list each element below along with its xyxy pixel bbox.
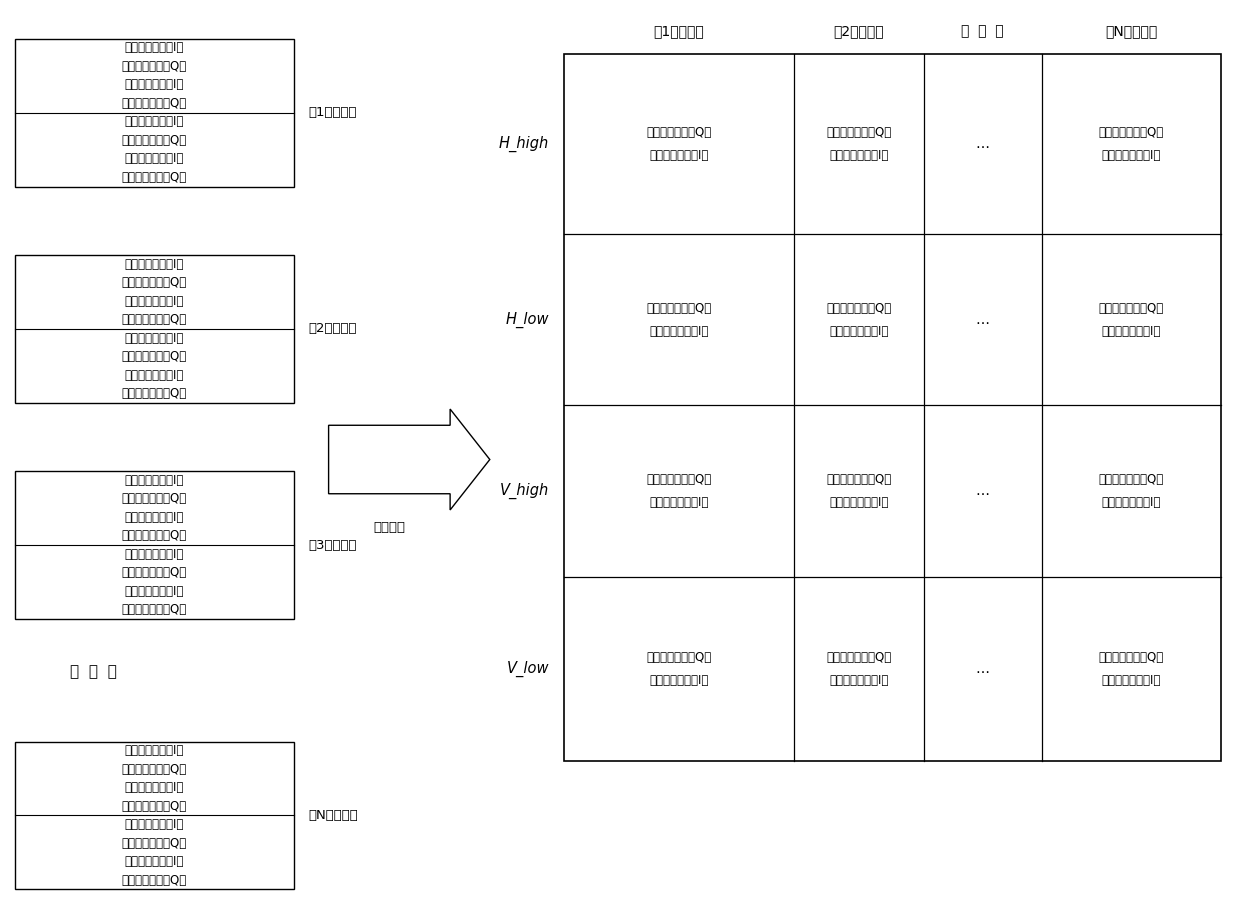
Text: 水平通道低增益Q值: 水平通道低增益Q值 xyxy=(826,302,892,315)
Text: H_high: H_high xyxy=(498,136,549,152)
Text: 第2个距离库: 第2个距离库 xyxy=(833,24,884,39)
Text: 水平通道高增益I值: 水平通道高增益I值 xyxy=(1102,149,1161,162)
Text: 第N个距离库: 第N个距离库 xyxy=(1105,24,1158,39)
Text: 水平通道高增益Q值: 水平通道高增益Q值 xyxy=(122,763,187,776)
Text: 垂直通道低增益I值: 垂直通道低增益I值 xyxy=(125,369,184,381)
Text: 水平通道高增益I值: 水平通道高增益I值 xyxy=(125,258,184,270)
Text: …: … xyxy=(976,484,990,498)
Text: 垂直通道高增益I值: 垂直通道高增益I值 xyxy=(125,332,184,344)
Text: 水平通道高增益Q值: 水平通道高增益Q值 xyxy=(1099,126,1164,140)
Text: 数据分析: 数据分析 xyxy=(373,521,405,533)
Text: 垂直通道高增益Q值: 垂直通道高增益Q值 xyxy=(1099,473,1164,487)
Text: 垂直通道高增益Q值: 垂直通道高增益Q值 xyxy=(646,473,712,487)
Text: 垂直通道低增益Q值: 垂直通道低增益Q值 xyxy=(122,171,187,184)
Text: 水平通道高增益I值: 水平通道高增益I值 xyxy=(830,149,888,162)
Text: 垂直通道高增益Q值: 垂直通道高增益Q值 xyxy=(122,567,187,579)
Text: 垂直通道低增益I值: 垂直通道低增益I值 xyxy=(830,674,888,687)
Text: 垂直通道高增益I值: 垂直通道高增益I值 xyxy=(830,496,888,509)
Text: 水平通道高增益Q值: 水平通道高增益Q值 xyxy=(826,126,892,140)
Text: 垂直通道低增益Q值: 垂直通道低增益Q值 xyxy=(1099,651,1164,664)
Text: 水平通道低增益Q值: 水平通道低增益Q值 xyxy=(646,302,712,315)
Text: 水平通道低增益I值: 水平通道低增益I值 xyxy=(650,324,708,338)
Text: 。  。  。: 。 。 。 xyxy=(961,24,1004,39)
Text: 。  。  。: 。 。 。 xyxy=(69,664,117,678)
Text: 水平通道高增益Q值: 水平通道高增益Q值 xyxy=(1099,302,1164,315)
Text: 垂直通道低增益I值: 垂直通道低增益I值 xyxy=(125,585,184,597)
Text: 水平通道高增益I值: 水平通道高增益I值 xyxy=(650,149,708,162)
Text: 水平通道低增益Q值: 水平通道低增益Q值 xyxy=(122,800,187,813)
Text: 水平通道高增益I值: 水平通道高增益I值 xyxy=(125,744,184,757)
Text: V_low: V_low xyxy=(507,661,549,677)
Text: 水平通道低增益I值: 水平通道低增益I值 xyxy=(125,295,184,307)
Text: 水平通道高增益I值: 水平通道高增益I值 xyxy=(1102,324,1161,338)
Text: …: … xyxy=(976,662,990,676)
Text: 垂直通道低增益I值: 垂直通道低增益I值 xyxy=(125,152,184,165)
Text: 垂直通道高增益I值: 垂直通道高增益I值 xyxy=(125,818,184,831)
Text: 第2个距离库: 第2个距离库 xyxy=(309,323,357,335)
Bar xyxy=(564,54,1221,761)
Text: 垂直通道低增益Q值: 垂直通道低增益Q值 xyxy=(646,651,712,664)
Text: 水平通道高增益Q值: 水平通道高增益Q值 xyxy=(122,60,187,73)
Text: 第1个距离库: 第1个距离库 xyxy=(309,106,357,119)
Text: 垂直通道高增益Q值: 垂直通道高增益Q值 xyxy=(122,350,187,363)
Bar xyxy=(15,255,294,403)
Text: H_low: H_low xyxy=(506,312,549,328)
Polygon shape xyxy=(329,409,490,510)
Text: 水平通道高增益I值: 水平通道高增益I值 xyxy=(125,474,184,487)
Bar xyxy=(15,39,294,187)
Text: 第N个距离库: 第N个距离库 xyxy=(309,809,358,822)
Text: 水平通道高增益Q值: 水平通道高增益Q值 xyxy=(122,277,187,289)
Text: 水平通道低增益Q值: 水平通道低增益Q值 xyxy=(122,97,187,110)
Text: 水平通道高增益Q值: 水平通道高增益Q值 xyxy=(646,126,712,140)
Text: 垂直通道高增益I值: 垂直通道高增益I值 xyxy=(1102,496,1161,509)
Text: …: … xyxy=(976,137,990,151)
Text: 垂直通道高增益I值: 垂直通道高增益I值 xyxy=(125,548,184,560)
Text: 水平通道低增益I值: 水平通道低增益I值 xyxy=(125,78,184,91)
Text: 垂直通道高增益Q值: 垂直通道高增益Q值 xyxy=(122,134,187,147)
Text: 水平通道高增益I值: 水平通道高增益I值 xyxy=(125,41,184,54)
Text: 垂直通道低增益I值: 垂直通道低增益I值 xyxy=(125,855,184,868)
Text: 水平通道低增益I值: 水平通道低增益I值 xyxy=(125,781,184,794)
Text: 水平通道低增益I值: 水平通道低增益I值 xyxy=(830,324,888,338)
Text: 垂直通道低增益Q值: 垂直通道低增益Q值 xyxy=(122,604,187,616)
Text: 水平通道低增益I值: 水平通道低增益I值 xyxy=(125,511,184,523)
Text: 垂直通道低增益Q值: 垂直通道低增益Q值 xyxy=(122,874,187,887)
Text: 垂直通道低增益I值: 垂直通道低增益I值 xyxy=(650,674,708,687)
Text: 水平通道低增益Q值: 水平通道低增益Q值 xyxy=(122,314,187,326)
Text: 垂直通道高增益Q值: 垂直通道高增益Q值 xyxy=(826,473,892,487)
Text: 垂直通道高增益I值: 垂直通道高增益I值 xyxy=(125,115,184,128)
Text: …: … xyxy=(976,313,990,327)
Text: 水平通道低增益Q值: 水平通道低增益Q值 xyxy=(122,530,187,542)
Bar xyxy=(15,471,294,619)
Text: 垂直通道低增益Q值: 垂直通道低增益Q值 xyxy=(826,651,892,664)
Text: 垂直通道低增益I值: 垂直通道低增益I值 xyxy=(1102,674,1161,687)
Text: 第1个距离库: 第1个距离库 xyxy=(653,24,704,39)
Text: 第3个距离库: 第3个距离库 xyxy=(309,539,357,551)
Bar xyxy=(15,742,294,889)
Text: V_high: V_high xyxy=(500,483,549,499)
Text: 垂直通道高增益I值: 垂直通道高增益I值 xyxy=(650,496,708,509)
Text: 水平通道高增益Q值: 水平通道高增益Q值 xyxy=(122,493,187,505)
Text: 垂直通道高增益Q值: 垂直通道高增益Q值 xyxy=(122,837,187,850)
Text: 垂直通道低增益Q值: 垂直通道低增益Q值 xyxy=(122,387,187,400)
